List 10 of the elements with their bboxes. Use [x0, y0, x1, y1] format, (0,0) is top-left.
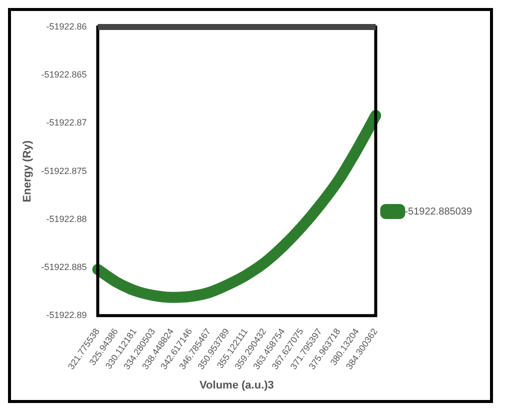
y-tick-label: -51922.89	[46, 310, 87, 320]
x-axis-title: Volume (a.u.)3	[200, 379, 274, 392]
y-axis-title: Energy (Ry)	[22, 140, 34, 202]
legend-label: -51922.885039	[404, 206, 472, 218]
y-tick-label: -51922.87	[46, 118, 87, 128]
y-tick-label: -51922.88	[46, 214, 87, 224]
y-tick-label: -51922.86	[46, 21, 87, 32]
y-tick-label: -51922.865	[41, 70, 87, 80]
y-tick-label: -51922.875	[41, 166, 87, 176]
y-tick-label: -51922.885	[41, 262, 87, 272]
